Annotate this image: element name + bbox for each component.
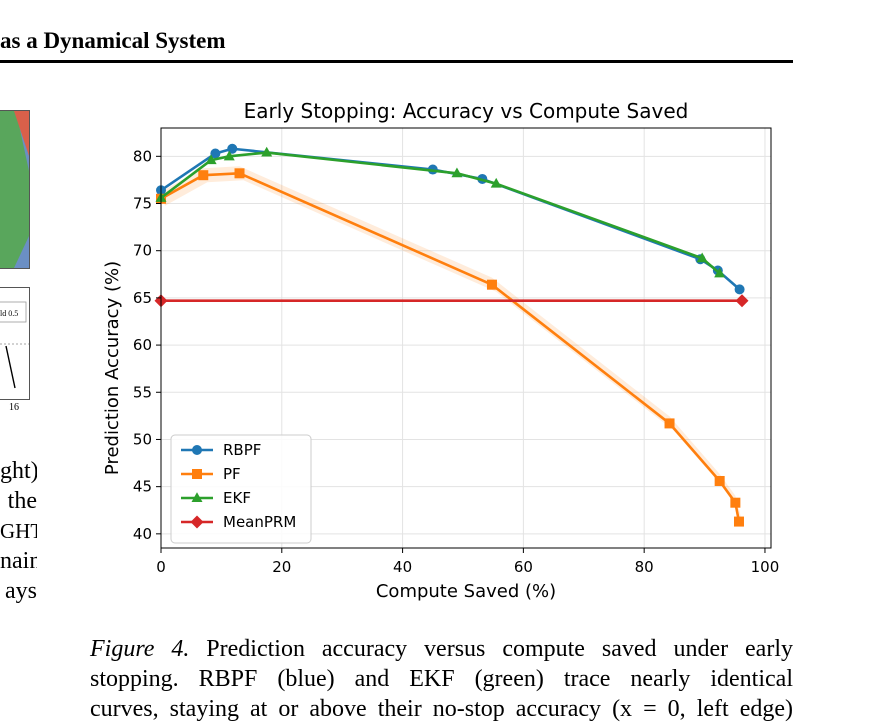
data-point [451,167,463,178]
data-point [198,170,209,181]
data-point [227,143,238,154]
caption-line: Figure 4. Prediction accuracy versus com… [90,634,793,664]
left-figure-curve [5,345,16,389]
data-point [210,148,221,159]
data-point [714,267,726,278]
data-point [733,516,744,527]
data-point [714,475,725,486]
left-figure-green-corner [0,111,12,151]
left-figure-legend-text: ld 0.5 [0,309,18,318]
y-tick-label: 55 [133,383,152,401]
legend-item: RBPF [181,441,261,459]
x-axis-label: Compute Saved (%) [376,581,556,602]
left-text-line: ays [5,578,37,604]
header-rule [0,60,793,63]
data-point [664,418,675,429]
legend-box [170,434,312,544]
legend-swatch-marker [191,492,203,502]
chart-axes: 0 20 40 60 80 100 40 45 50 55 60 65 70 75 80 [133,147,779,576]
legend-swatch-marker [192,445,202,455]
left-text-line: ght) [0,458,37,484]
caption-line: stopping. RBPF (blue) and EKF (green) tr… [90,666,793,692]
left-figure-panel-bottom: ld 0.5 [0,287,30,400]
y-tick-label: 60 [133,336,152,354]
x-tick-label: 0 [156,558,166,576]
data-point [205,154,217,165]
left-figure-legend-box [0,301,27,323]
x-tick-label: 60 [514,558,533,576]
data-point [490,177,502,188]
data-point [734,284,745,295]
x-tick-label: 20 [272,558,291,576]
plot-frame [160,127,772,549]
left-figure-graphic-top [0,111,29,268]
left-figure-panel-top [0,110,30,269]
data-point [223,150,235,161]
y-tick-label: 80 [133,147,152,165]
caption-label: Figure 4. [90,636,190,662]
legend-item: MeanPRM [181,513,296,531]
left-figure-red-region [14,111,29,156]
data-point [486,279,497,290]
caption-text: Prediction accuracy versus compute saved… [206,636,793,662]
left-column-text: ght) the GHT nain ays [0,456,37,606]
legend-item: EKF [181,489,251,507]
legend-item: PF [181,465,241,483]
legend-label: PF [223,465,241,483]
y-tick-label: 40 [133,525,152,543]
series-markers [156,143,745,295]
legend-label: EKF [223,489,251,507]
y-axis-label: Prediction Accuracy (%) [102,261,123,475]
chart-legend: RBPF PF EKF MeanPRM [170,434,312,544]
series-line [161,151,721,275]
legend-label: MeanPRM [223,513,296,531]
y-tick-label: 70 [133,242,152,260]
y-tick-label: 50 [133,430,152,448]
data-point [730,497,741,508]
figure-caption: Figure 4. Prediction accuracy versus com… [90,634,793,724]
x-tick-label: 100 [751,558,780,576]
caption-line: curves, staying at or above their no-sto… [90,696,793,722]
data-point [261,146,273,157]
left-text-line: nain [0,548,37,574]
data-point [234,168,245,179]
chart-title: Early Stopping: Accuracy vs Compute Save… [244,99,689,123]
y-tick-label: 45 [133,478,152,496]
accuracy-vs-compute-chart: Early Stopping: Accuracy vs Compute Save… [102,99,779,602]
running-header: as a Dynamical System [0,28,226,53]
legend-swatch-marker [192,469,202,479]
left-text-line: the [7,488,37,514]
x-tick-label: 40 [393,558,412,576]
left-figure-graphic-bottom: ld 0.5 [0,301,29,389]
left-figure-tick-label: 16 [9,402,19,413]
left-figure-green-region [0,111,29,268]
series-ekf [161,151,721,275]
y-tick-label: 65 [133,289,152,307]
data-point [696,252,708,263]
chart-series [154,143,749,527]
legend-swatch-marker [190,515,204,529]
left-text-line: GHT [0,519,37,543]
x-tick-label: 80 [635,558,654,576]
data-point [735,294,749,308]
y-tick-label: 75 [133,195,152,213]
legend-label: RBPF [223,441,261,459]
